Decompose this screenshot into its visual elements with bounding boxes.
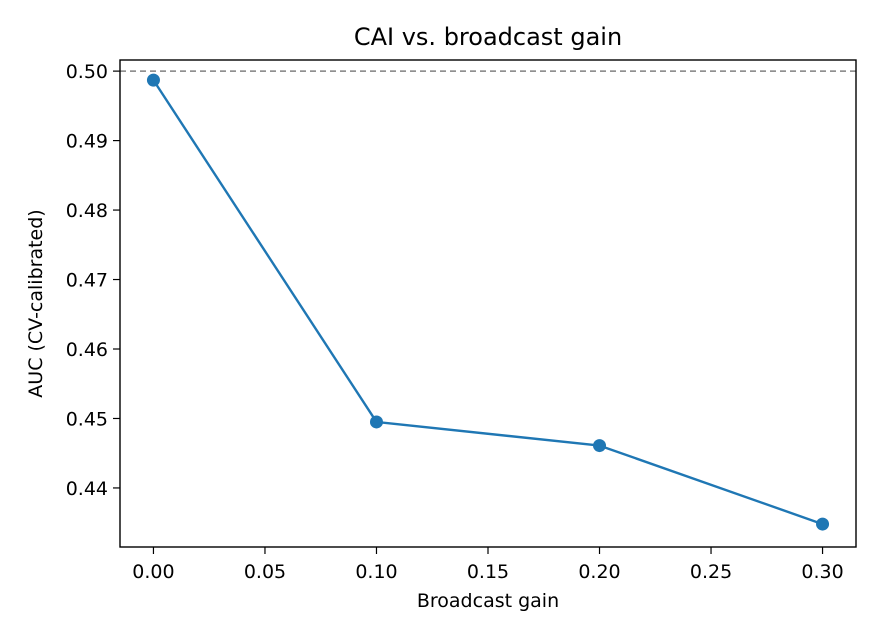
y-tick-label: 0.46 <box>66 339 108 361</box>
data-point <box>146 73 160 87</box>
y-tick-label: 0.45 <box>66 408 108 430</box>
x-tick-label: 0.30 <box>801 561 843 583</box>
plot-frame <box>119 59 857 548</box>
x-tick-label: 0.10 <box>355 561 397 583</box>
y-tick-label: 0.47 <box>66 270 108 292</box>
y-axis-label: AUC (CV-calibrated) <box>25 209 47 397</box>
y-axis: 0.44 0.45 0.46 0.47 0.48 0.49 0.50 <box>66 61 120 500</box>
y-tick-label: 0.50 <box>66 61 108 83</box>
y-tick-label: 0.49 <box>66 131 108 153</box>
data-point <box>593 439 607 453</box>
data-point <box>816 517 830 531</box>
y-tick-label: 0.48 <box>66 200 108 222</box>
x-tick-label: 0.25 <box>690 561 732 583</box>
x-tick-label: 0.05 <box>244 561 286 583</box>
chart-title: CAI vs. broadcast gain <box>354 23 622 51</box>
data-point <box>369 415 383 429</box>
series-layer <box>146 73 830 531</box>
x-axis-label: Broadcast gain <box>417 590 559 612</box>
x-tick-label: 0.00 <box>132 561 174 583</box>
y-tick-label: 0.44 <box>66 478 108 500</box>
x-tick-label: 0.15 <box>467 561 509 583</box>
series-line <box>152 79 823 526</box>
x-axis: 0.00 0.05 0.10 0.15 0.20 0.25 0.30 <box>132 547 844 583</box>
x-tick-label: 0.20 <box>578 561 620 583</box>
